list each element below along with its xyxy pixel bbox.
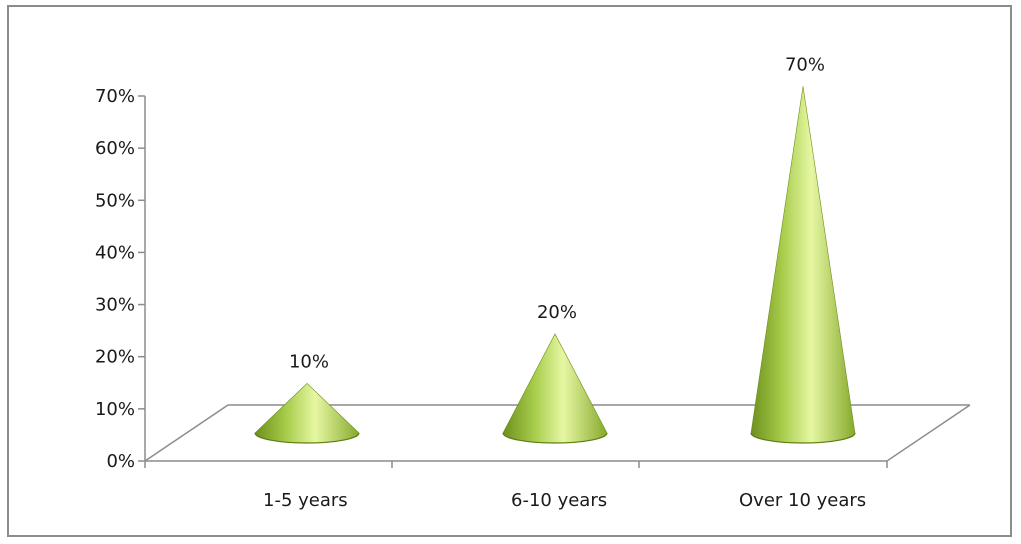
cone-series (254, 86, 856, 444)
cone-body (254, 383, 360, 444)
category-labels: 1-5 years 6-10 years Over 10 years (263, 490, 866, 511)
y-axis-ticks: 0% 10% 20% 30% 40% 50% 60% 70% (95, 86, 145, 472)
data-label: 20% (537, 302, 577, 323)
y-tick-label: 50% (95, 190, 135, 211)
x-axis-ticks (144, 461, 888, 468)
cone-body (502, 333, 608, 444)
category-label: 1-5 years (263, 490, 348, 511)
y-tick-label: 70% (95, 86, 135, 107)
cone-body (750, 86, 856, 444)
cone-bar-1 (254, 383, 360, 444)
cone-base-rim (750, 432, 856, 444)
cone-bar-2 (502, 333, 608, 444)
cone-bar-3 (750, 86, 856, 444)
y-tick-label: 60% (95, 138, 135, 159)
data-label: 70% (785, 54, 825, 75)
chart-frame (7, 5, 1012, 537)
floor-left-edge (144, 404, 229, 462)
data-label: 10% (289, 351, 329, 372)
cone-base-rim (254, 432, 360, 444)
y-tick-label: 20% (95, 347, 135, 368)
floor-right-edge (886, 404, 971, 462)
y-tick-label: 10% (95, 399, 135, 420)
y-tick-label: 0% (106, 451, 135, 472)
data-labels: 10% 20% 70% (289, 54, 825, 372)
cone-base-rim (502, 432, 608, 444)
y-tick-label: 40% (95, 242, 135, 263)
category-label: 6-10 years (511, 490, 607, 511)
y-tick-label: 30% (95, 295, 135, 316)
category-label: Over 10 years (739, 490, 866, 511)
